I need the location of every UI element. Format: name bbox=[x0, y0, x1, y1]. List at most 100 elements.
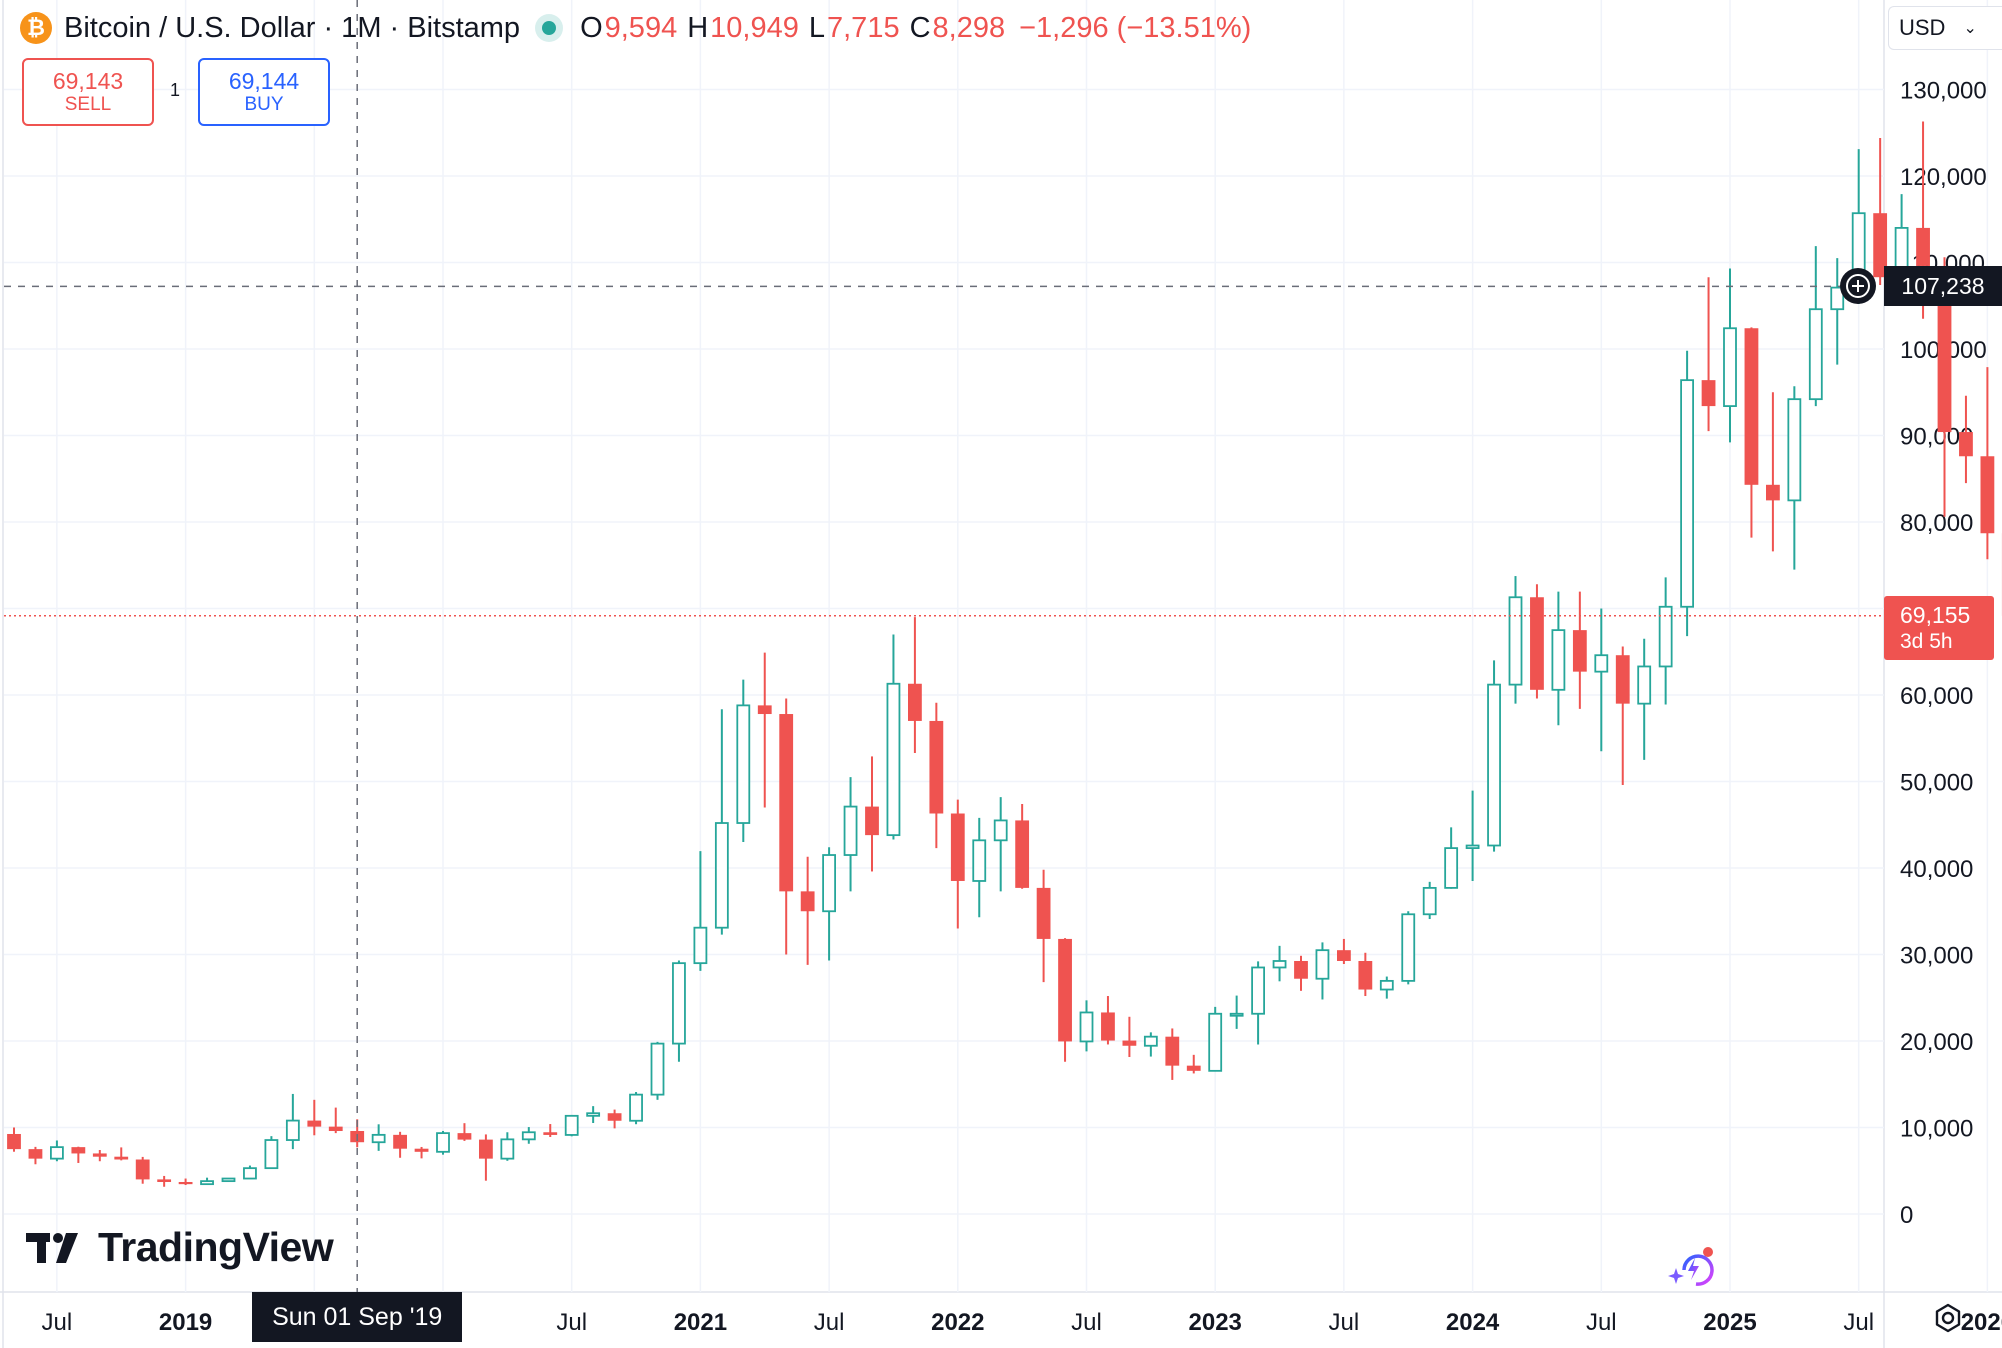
candle[interactable] bbox=[1530, 584, 1544, 699]
candle[interactable] bbox=[1594, 608, 1609, 752]
candle[interactable] bbox=[1808, 246, 1823, 407]
candle[interactable] bbox=[1358, 952, 1373, 997]
candle[interactable] bbox=[1208, 1006, 1223, 1072]
candle[interactable] bbox=[50, 1140, 64, 1162]
candle[interactable] bbox=[1830, 258, 1845, 365]
candle[interactable] bbox=[1487, 660, 1501, 852]
candle[interactable] bbox=[1959, 395, 1973, 484]
candle[interactable] bbox=[779, 698, 794, 955]
candle[interactable] bbox=[1079, 1000, 1094, 1052]
symbol-header[interactable]: ₿ Bitcoin / U.S. Dollar · 1M · Bitstamp … bbox=[20, 6, 1251, 50]
candle-series[interactable] bbox=[7, 121, 2002, 1187]
candle[interactable] bbox=[865, 756, 879, 872]
candle[interactable] bbox=[564, 1114, 579, 1137]
candle[interactable] bbox=[1251, 961, 1265, 1045]
candle[interactable] bbox=[693, 851, 708, 971]
candle[interactable] bbox=[1401, 911, 1416, 985]
candle[interactable] bbox=[285, 1093, 300, 1150]
time-axis[interactable]: Jul 2019 Jul 2021 Jul 2022 Jul 2023 Jul 2024 Jul 20… bbox=[42, 1309, 2002, 1336]
order-quantity[interactable]: 1 bbox=[170, 80, 181, 100]
candle[interactable] bbox=[1572, 591, 1587, 709]
candle[interactable] bbox=[1015, 803, 1030, 889]
candle[interactable] bbox=[200, 1177, 214, 1186]
candle[interactable] bbox=[1379, 976, 1394, 999]
candle[interactable] bbox=[7, 1127, 21, 1152]
candle[interactable] bbox=[1787, 386, 1802, 570]
candle[interactable] bbox=[307, 1099, 322, 1136]
candle[interactable] bbox=[1122, 1016, 1137, 1058]
candle[interactable] bbox=[1658, 577, 1673, 705]
candle[interactable] bbox=[1165, 1028, 1180, 1080]
candle[interactable] bbox=[586, 1106, 601, 1124]
candle[interactable] bbox=[1615, 646, 1630, 785]
candle[interactable] bbox=[1551, 591, 1566, 726]
candle[interactable] bbox=[71, 1146, 86, 1163]
candle[interactable] bbox=[1143, 1032, 1158, 1057]
candle[interactable] bbox=[436, 1130, 450, 1155]
candle[interactable] bbox=[92, 1149, 107, 1162]
candle[interactable] bbox=[843, 777, 858, 892]
currency-selector[interactable]: USD ⌄ bbox=[1888, 6, 2002, 50]
candle[interactable] bbox=[1680, 350, 1694, 637]
candle[interactable] bbox=[1766, 392, 1780, 552]
candle[interactable] bbox=[1637, 638, 1652, 760]
candle[interactable] bbox=[500, 1132, 515, 1161]
sell-button[interactable]: 69,143 SELL bbox=[22, 58, 154, 126]
candle[interactable] bbox=[114, 1147, 129, 1161]
candle[interactable] bbox=[221, 1177, 236, 1183]
candle[interactable] bbox=[822, 847, 836, 961]
sparkle-icon[interactable] bbox=[1662, 1244, 1718, 1297]
candle[interactable] bbox=[886, 634, 901, 840]
candle[interactable] bbox=[1294, 955, 1308, 991]
candle[interactable] bbox=[1980, 367, 1995, 560]
candle[interactable] bbox=[929, 702, 944, 849]
candle[interactable] bbox=[393, 1131, 407, 1158]
candle[interactable] bbox=[135, 1156, 150, 1184]
candle[interactable] bbox=[1058, 938, 1072, 1062]
candle[interactable] bbox=[1723, 268, 1737, 443]
add-alert-plus-icon[interactable] bbox=[1840, 268, 1876, 305]
candle[interactable] bbox=[521, 1127, 536, 1144]
candle[interactable] bbox=[264, 1136, 279, 1170]
candle[interactable] bbox=[1422, 881, 1437, 920]
candle[interactable] bbox=[908, 617, 922, 753]
candle[interactable] bbox=[757, 652, 772, 808]
candle[interactable] bbox=[736, 679, 751, 843]
candle[interactable] bbox=[1337, 938, 1351, 965]
buy-button[interactable]: 69,144 BUY bbox=[198, 58, 330, 126]
candle[interactable] bbox=[1444, 827, 1459, 889]
candle[interactable] bbox=[328, 1107, 343, 1134]
candle[interactable] bbox=[714, 709, 729, 935]
candle[interactable] bbox=[1229, 995, 1244, 1029]
candle[interactable] bbox=[371, 1124, 386, 1151]
candle[interactable] bbox=[1465, 790, 1480, 881]
candle[interactable] bbox=[993, 797, 1008, 892]
candle[interactable] bbox=[972, 817, 987, 918]
candle[interactable] bbox=[157, 1175, 172, 1187]
candle[interactable] bbox=[1508, 576, 1523, 704]
candle[interactable] bbox=[457, 1123, 472, 1141]
candle[interactable] bbox=[178, 1178, 193, 1186]
candle[interactable] bbox=[28, 1146, 43, 1165]
candle[interactable] bbox=[950, 799, 965, 929]
candle[interactable] bbox=[1101, 996, 1115, 1045]
candle[interactable] bbox=[479, 1134, 493, 1181]
candle[interactable] bbox=[607, 1109, 622, 1129]
gear-icon[interactable] bbox=[1932, 1302, 1964, 1339]
candle[interactable] bbox=[1701, 277, 1716, 432]
candle[interactable] bbox=[1036, 869, 1051, 983]
candle[interactable] bbox=[629, 1092, 643, 1125]
candle[interactable] bbox=[1873, 137, 1888, 285]
candle[interactable] bbox=[414, 1146, 429, 1159]
candle[interactable] bbox=[1744, 327, 1759, 538]
candle[interactable] bbox=[1315, 942, 1330, 1000]
candle[interactable] bbox=[543, 1124, 558, 1138]
candle[interactable] bbox=[672, 960, 686, 1062]
symbol-title[interactable]: Bitcoin / U.S. Dollar · 1M · Bitstamp bbox=[64, 11, 521, 44]
tradingview-logo[interactable]: TradingView bbox=[26, 1224, 334, 1271]
candle[interactable] bbox=[800, 856, 815, 965]
candle[interactable] bbox=[1272, 945, 1287, 982]
candle[interactable] bbox=[1186, 1054, 1201, 1074]
candle[interactable] bbox=[243, 1165, 257, 1180]
